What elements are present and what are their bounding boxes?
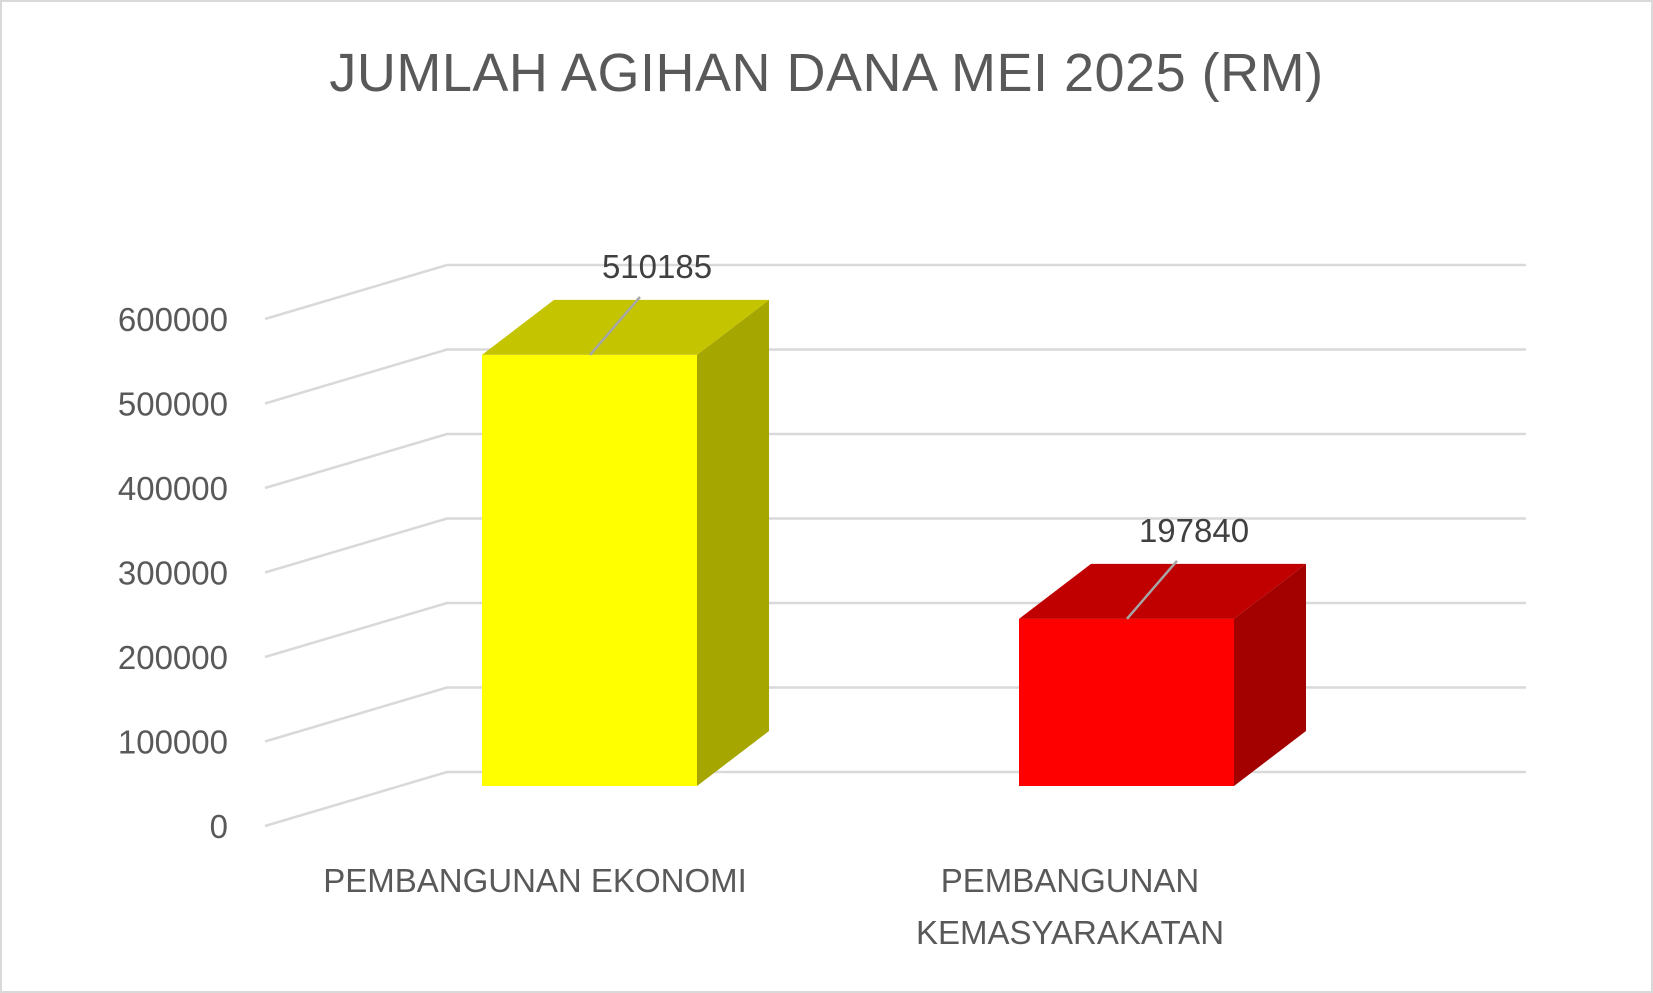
category-label: PEMBANGUNAN EKONOMI	[323, 862, 747, 899]
gridline	[264, 770, 1526, 828]
bar-top-face	[1019, 563, 1306, 619]
category-label: PEMBANGUNAN	[941, 862, 1200, 899]
gridline	[264, 517, 1526, 574]
bar-side-face	[697, 299, 769, 786]
data-label-leader	[1126, 560, 1178, 620]
bar-top-face	[482, 299, 769, 355]
data-labels: 510185 197840	[589, 248, 1249, 620]
category-label: KEMASYARAKATAN	[916, 914, 1224, 951]
bar-front-face	[482, 354, 697, 786]
data-label: 510185	[602, 248, 712, 285]
y-tick-label: 0	[210, 808, 228, 845]
data-label: 197840	[1139, 512, 1249, 549]
category-labels: PEMBANGUNAN EKONOMI PEMBANGUNAN KEMASYARAK…	[323, 862, 1224, 951]
y-tick-label: 200000	[118, 639, 228, 676]
y-tick-label: 100000	[118, 724, 228, 761]
chart-title: JUMLAH AGIHAN DANA MEI 2025 (RM)	[329, 43, 1324, 103]
bars	[482, 299, 1306, 786]
bar-side-face	[1234, 563, 1306, 786]
gridlines	[264, 263, 1526, 828]
gridline	[264, 432, 1526, 490]
gridline	[264, 348, 1526, 405]
y-tick-label: 400000	[118, 470, 228, 507]
y-tick-label: 500000	[118, 386, 228, 423]
gridline	[264, 601, 1526, 659]
y-tick-label: 600000	[118, 301, 228, 338]
gridline	[264, 263, 1526, 321]
bar-front-face	[1019, 618, 1234, 786]
data-label-leader	[589, 296, 641, 356]
y-axis-ticks: 0 100000 200000 300000 400000 500000 600000	[118, 301, 228, 845]
y-tick-label: 300000	[118, 555, 228, 592]
gridline	[264, 686, 1526, 743]
